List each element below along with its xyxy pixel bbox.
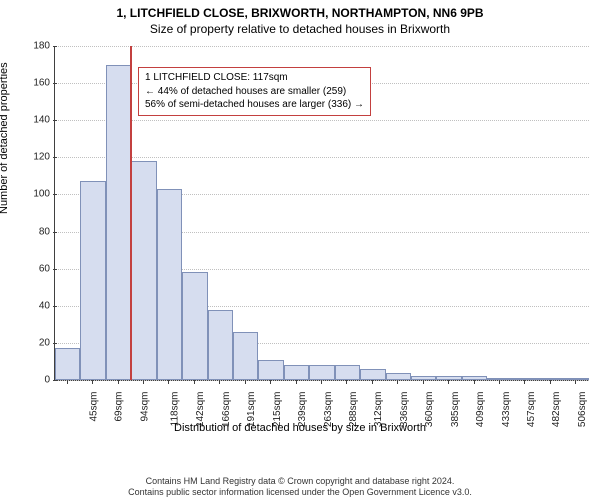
histogram-bar [80,181,105,380]
y-tick-mark [53,232,57,233]
reference-line [130,46,132,380]
x-tick-mark [321,380,322,384]
histogram-bar [386,373,411,380]
x-tick-mark [118,380,119,384]
histogram-bar [258,360,283,380]
histogram-bar [284,365,309,380]
y-tick-mark [53,157,57,158]
x-tick-mark [346,380,347,384]
y-tick-mark [53,194,57,195]
x-tick-mark [168,380,169,384]
y-tick-mark [53,380,57,381]
y-tick-mark [53,343,57,344]
y-tick-label: 100 [10,189,50,200]
x-tick-mark [423,380,424,384]
y-tick-mark [53,269,57,270]
histogram-bar [335,365,360,380]
y-axis-label-text: Number of detached properties [0,62,10,214]
histogram-bar [157,189,182,380]
x-tick-mark [397,380,398,384]
x-tick-mark [296,380,297,384]
x-tick-mark [245,380,246,384]
histogram-bar [55,348,80,380]
histogram-bar [233,332,258,380]
y-tick-label: 120 [10,152,50,163]
y-tick-mark [53,120,57,121]
histogram-bar [411,376,436,380]
gridline [55,380,589,381]
x-tick-mark [67,380,68,384]
x-tick-mark [524,380,525,384]
x-tick-mark [143,380,144,384]
histogram-bar [538,378,563,380]
attribution-footer: Contains HM Land Registry data © Crown c… [0,476,600,499]
y-tick-label: 60 [10,263,50,274]
histogram-bar [360,369,385,380]
chart-area: Number of detached properties 1 LITCHFIE… [0,38,600,438]
gridline [55,46,589,47]
x-tick-label: 94sqm [139,392,150,422]
page-title: 1, LITCHFIELD CLOSE, BRIXWORTH, NORTHAMP… [0,0,600,20]
y-tick-label: 160 [10,78,50,89]
y-tick-label: 140 [10,115,50,126]
page-subtitle: Size of property relative to detached ho… [0,20,600,36]
y-tick-label: 0 [10,375,50,386]
histogram-bar [106,65,131,380]
histogram-bar [131,161,156,380]
callout-line: ← 44% of detached houses are smaller (25… [145,85,364,99]
plot-area: 1 LITCHFIELD CLOSE: 117sqm← 44% of detac… [54,46,589,381]
y-tick-label: 180 [10,41,50,52]
gridline [55,157,589,158]
histogram-bar [208,310,233,381]
x-tick-mark [194,380,195,384]
x-tick-mark [372,380,373,384]
y-tick-mark [53,306,57,307]
y-tick-mark [53,46,57,47]
footer-line-1: Contains HM Land Registry data © Crown c… [0,476,600,487]
x-tick-label: 69sqm [114,392,125,422]
callout-box: 1 LITCHFIELD CLOSE: 117sqm← 44% of detac… [138,67,371,116]
x-tick-mark [270,380,271,384]
y-axis-label: Number of detached properties [0,62,10,214]
x-tick-mark [499,380,500,384]
y-tick-label: 20 [10,337,50,348]
x-tick-mark [550,380,551,384]
x-tick-mark [474,380,475,384]
y-tick-label: 40 [10,300,50,311]
x-axis-label: Distribution of detached houses by size … [0,422,600,434]
x-tick-mark [575,380,576,384]
gridline [55,120,589,121]
histogram-bar [309,365,334,380]
x-tick-label: 45sqm [88,392,99,422]
x-tick-mark [219,380,220,384]
footer-line-2: Contains public sector information licen… [0,487,600,498]
x-tick-mark [92,380,93,384]
x-tick-mark [448,380,449,384]
histogram-bar [182,272,207,380]
y-tick-mark [53,83,57,84]
y-tick-label: 80 [10,226,50,237]
callout-line: 56% of semi-detached houses are larger (… [145,98,364,112]
callout-line: 1 LITCHFIELD CLOSE: 117sqm [145,71,364,85]
